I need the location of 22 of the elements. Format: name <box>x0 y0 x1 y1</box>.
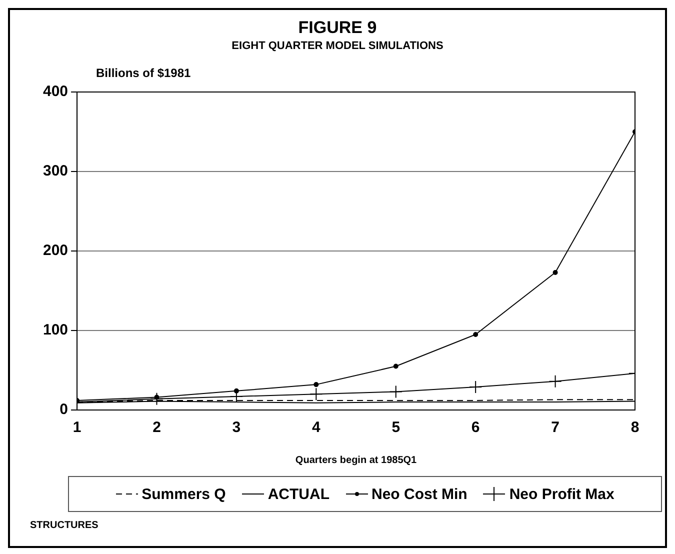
chart-subtitle: EIGHT QUARTER MODEL SIMULATIONS <box>230 40 444 52</box>
x-tick-label: 2 <box>152 419 161 436</box>
y-tick-label: 300 <box>42 162 68 180</box>
y-tick-label: 200 <box>42 242 68 260</box>
x-tick-label: 7 <box>551 419 560 436</box>
x-tick-label: 6 <box>471 419 480 436</box>
y-tick-label: 0 <box>60 401 68 418</box>
x-tick-label: 1 <box>72 419 82 436</box>
x-tick-label: 4 <box>312 419 321 436</box>
x-tick-label: 5 <box>392 419 400 436</box>
x-tick-label: 3 <box>232 419 241 436</box>
y-tick-label: 100 <box>42 322 68 339</box>
text: STRUCTURES <box>30 520 98 531</box>
legend-label: Summers Q <box>142 486 226 502</box>
x-tick-label: 8 <box>630 419 640 436</box>
y-axis-title: Billions of $1981 <box>96 66 191 80</box>
x-axis-title: Quarters begin at 1985Q1 <box>295 454 418 466</box>
legend-label: Neo Cost Min <box>372 486 468 502</box>
chart-title: FIGURE 9 <box>297 18 378 38</box>
y-tick-label: 400 <box>42 83 68 100</box>
legend-label: ACTUAL <box>268 486 330 502</box>
legend-label: Neo Profit Max <box>509 486 614 502</box>
